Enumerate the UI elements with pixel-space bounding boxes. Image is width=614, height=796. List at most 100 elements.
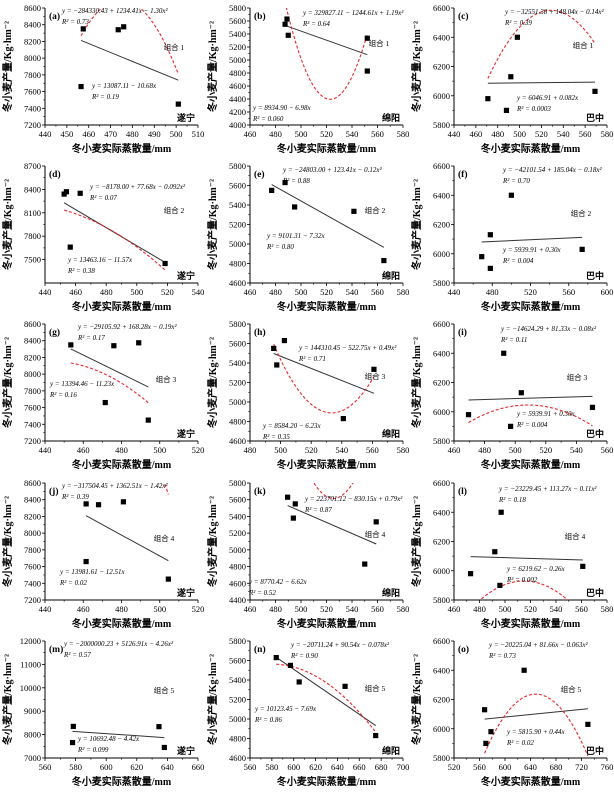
y-tick-label: 5400 <box>229 200 246 210</box>
y-tick-label: 7000 <box>24 753 41 763</box>
x-tick-label: 520 <box>320 287 333 297</box>
linear-equation: y = 5939.91 + 0.30x <box>516 410 576 418</box>
group-label: 组合 3 <box>365 371 386 381</box>
x-tick-label: 660 <box>353 762 366 772</box>
quadratic-equation: y = −32551.38 + 148.04x − 0.14x² <box>504 8 604 16</box>
y-tick-label: 6000 <box>433 407 450 417</box>
x-tick-label: 480 <box>478 445 491 455</box>
y-tick-label: 6000 <box>433 91 450 101</box>
quadratic-equation: y = −317504.45 + 1362.51x − 1.42x² <box>61 482 168 490</box>
linear-equation: y = 13394.46 − 11.23x <box>49 380 115 388</box>
y-tick-label: 5000 <box>229 239 246 249</box>
y-tick-label: 5200 <box>229 695 246 705</box>
linear-equation: y = 13087.11 − 10.68x <box>91 82 157 90</box>
chart-svg-a: 440 450 460 470 480 490 500 510 7200 7400 7600 7800… <box>1 3 204 155</box>
linear-r2: R² = 0.38 <box>67 267 95 275</box>
site-label: 绵阳 <box>382 587 400 598</box>
y-tick-label: 5800 <box>229 636 246 646</box>
x-tick-label: 560 <box>575 604 588 614</box>
linear-r2: R² = 0.002 <box>506 576 538 584</box>
x-tick-label: 580 <box>397 287 410 297</box>
chart-panel-h: 480 500 520 540 560 580 4600 4800 5000 5200 5400 56… <box>205 316 410 474</box>
data-point <box>492 549 498 555</box>
y-tick-label: 8600 <box>24 3 41 13</box>
y-tick-label: 4800 <box>229 68 246 78</box>
linear-equation: y = 9101.31 − 7.32x <box>266 232 326 240</box>
y-tick-label: 6400 <box>433 32 450 42</box>
x-tick-label: 680 <box>550 762 563 772</box>
x-tick-label: 480 <box>473 604 486 614</box>
quadratic-equation: y = 144310.45 − 522.75x + 0.49x² <box>298 344 397 352</box>
y-tick-label: 6400 <box>433 190 450 200</box>
x-tick-label: 480 <box>126 129 139 139</box>
chart-panel-b: 460 480 500 520 540 560 580 4000 4200 4400 4600 480… <box>205 0 410 158</box>
data-point <box>290 515 296 521</box>
y-tick-label: 5800 <box>229 319 246 329</box>
y-tick-label: 7200 <box>24 120 41 130</box>
x-axis-title: 冬小麦实际蒸散量/mm <box>72 775 172 788</box>
quadratic-r2: R² = 0.88 <box>282 177 310 185</box>
x-tick-label: 540 <box>346 129 359 139</box>
chart-panel-c: 440 460 480 500 520 540 560 580 5800 6000 6200 6400… <box>409 0 614 158</box>
y-tick-label: 7800 <box>24 386 41 396</box>
y-tick-label: 5400 <box>229 511 246 521</box>
quadratic-fit-curve <box>487 9 596 79</box>
data-point <box>508 74 514 80</box>
data-point <box>296 679 302 685</box>
x-axis-title: 冬小麦实际蒸散量/mm <box>72 142 172 155</box>
quadratic-equation: y = −8178.00 + 77.68x − 0.092x² <box>89 183 186 191</box>
x-tick-label: 660 <box>192 762 205 772</box>
x-tick-label: 500 <box>295 604 308 614</box>
data-point <box>362 561 368 567</box>
x-tick-label: 560 <box>579 129 592 139</box>
data-point <box>145 417 151 423</box>
x-axis-title: 冬小麦实际蒸散量/mm <box>481 617 581 630</box>
x-tick-label: 540 <box>335 445 348 455</box>
x-tick-label: 520 <box>161 287 174 297</box>
linear-fit-line <box>85 515 169 562</box>
group-label: 组合 4 <box>154 533 175 543</box>
data-point <box>68 342 74 348</box>
data-point <box>381 257 387 264</box>
panel-label: (e) <box>254 169 265 180</box>
x-tick-label: 480 <box>115 445 128 455</box>
y-tick-label: 8400 <box>24 184 41 194</box>
linear-r2: R² = 0.16 <box>49 391 77 399</box>
x-tick-label: 520 <box>448 762 461 772</box>
x-tick-label: 500 <box>170 129 183 139</box>
x-tick-label: 560 <box>39 762 52 772</box>
chart-svg-i: 460 480 500 520 540 560 5800 6000 6200 6400 6600 冬小… <box>410 319 613 471</box>
quadratic-equation: y = −14624.29 + 81.33x − 0.08x² <box>500 325 597 333</box>
data-point <box>292 501 298 507</box>
panel-label: (c) <box>458 11 469 22</box>
quadratic-equation: y = −23229.45 + 113.27x − 0.11x² <box>498 485 597 493</box>
y-tick-label: 7800 <box>24 545 41 555</box>
x-tick-label: 700 <box>397 762 410 772</box>
y-tick-label: 7800 <box>24 231 41 241</box>
data-point <box>287 662 294 668</box>
y-tick-label: 5600 <box>229 495 246 505</box>
y-tick-label: 7400 <box>24 103 41 113</box>
x-tick-label: 560 <box>366 445 379 455</box>
linear-equation: y = 10692.48 − 4.42x <box>77 735 140 743</box>
y-tick-label: 6400 <box>433 348 450 358</box>
y-tick-label: 8600 <box>24 478 41 488</box>
linear-equation: y = 5815.90 + 0.44x <box>506 728 566 736</box>
data-point <box>488 729 494 735</box>
quadratic-r2: R² = 0.73 <box>488 652 516 660</box>
chart-panel-a: 440 450 460 470 480 490 500 510 7200 7400 7600 7800… <box>0 0 205 158</box>
x-tick-label: 560 <box>371 287 384 297</box>
x-tick-label: 520 <box>539 445 552 455</box>
site-label: 巴中 <box>586 587 604 598</box>
chart-svg-n: 560 580 600 620 640 660 680 700 4600 4800 5000 5200… <box>206 636 410 788</box>
y-tick-label: 4600 <box>229 278 246 288</box>
data-point <box>269 187 275 193</box>
data-point <box>271 345 277 351</box>
x-tick-label: 500 <box>513 129 526 139</box>
chart-panel-k: 460 480 500 520 540 560 580 4400 4600 4800 5000 520… <box>205 475 410 633</box>
site-label: 绵阳 <box>382 745 400 756</box>
y-tick-label: 4800 <box>229 259 246 269</box>
chart-svg-g: 440 460 480 500 520 7200 7400 7600 7800 8000 8200 8… <box>1 319 204 471</box>
panel-label: (b) <box>254 11 266 22</box>
group-label: 组合 5 <box>365 683 386 693</box>
